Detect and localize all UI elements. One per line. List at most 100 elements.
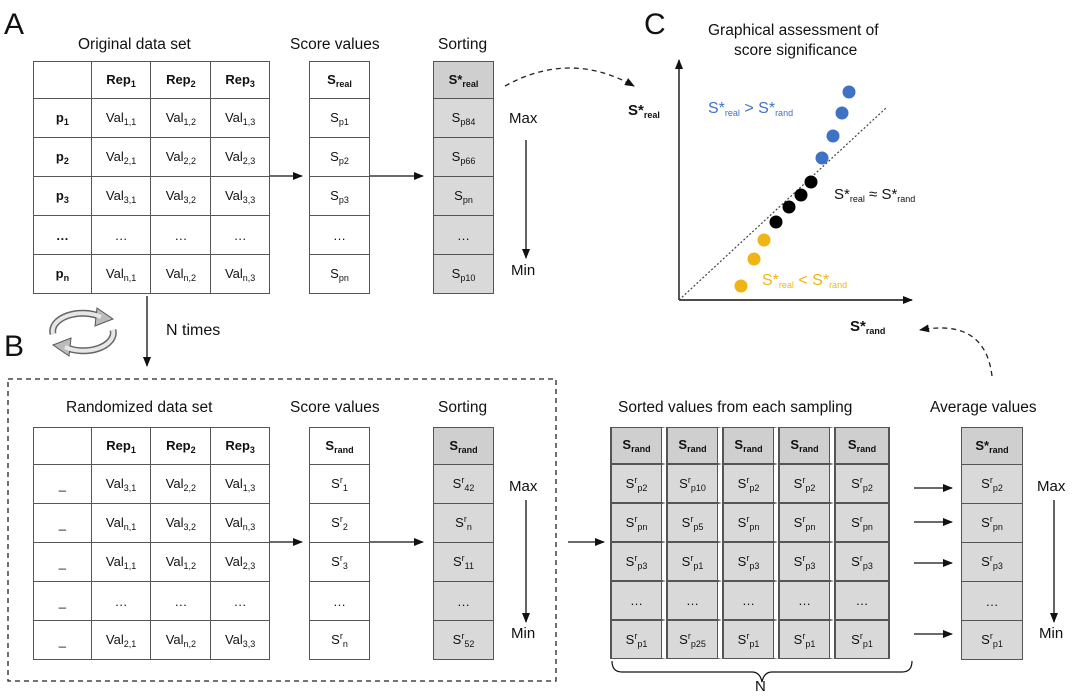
cell-sup: r — [859, 552, 863, 563]
cell-base: S — [625, 514, 635, 530]
plot-points — [734, 85, 856, 293]
cell-base: Val — [165, 187, 184, 203]
ellipsis: … — [233, 593, 247, 609]
cell-base: Val — [224, 109, 243, 125]
cell-sub: 2,3 — [242, 560, 256, 571]
cell-sup: r — [687, 474, 691, 485]
cell-base: Val — [224, 553, 243, 569]
ellipsis: … — [630, 593, 643, 608]
sampling-cell: Srp25 — [666, 620, 722, 659]
cell-base: S — [790, 437, 800, 452]
cell-sub: p1 — [805, 638, 816, 649]
cell-base: Val — [165, 514, 184, 530]
column-cell: … — [961, 581, 1023, 621]
cell-base: p — [55, 148, 64, 164]
column-cell: Srn — [433, 503, 494, 543]
cell-base: S — [981, 554, 990, 569]
cell-sub: 1,2 — [183, 116, 197, 127]
cell-base: S — [851, 553, 860, 569]
cell-base: S — [625, 553, 635, 569]
cell-base: S — [327, 71, 336, 87]
value-cell: … — [90, 215, 152, 255]
sampling-header-cell: Srand — [722, 427, 778, 464]
value-cell: Val2,1 — [90, 137, 152, 177]
sampling-header-row: Srand Srand Srand Srand Srand — [610, 427, 890, 464]
value-cell: … — [210, 215, 270, 255]
value-cell: … — [210, 581, 270, 621]
cell-base: S — [449, 437, 459, 453]
cell-sub: 3 — [63, 194, 69, 205]
sampling-header-cell: Srand — [778, 427, 834, 464]
column-header-row: Sreal — [309, 61, 370, 99]
column-row: Sp10 — [433, 254, 494, 294]
sampling-cell: … — [778, 581, 834, 620]
value-cell: Val2,2 — [150, 464, 212, 504]
ellipsis: … — [333, 593, 346, 609]
sampling-header-cell: Srand — [834, 427, 890, 464]
rep-header-cell: Rep1 — [90, 427, 152, 465]
cell-base: Val — [105, 109, 124, 125]
cell-base: S — [625, 475, 635, 491]
blue-point — [826, 129, 840, 143]
cell-base: S — [455, 515, 464, 530]
column-cell: … — [433, 581, 494, 621]
cell-base: Val — [105, 514, 124, 530]
cell-sub: real — [462, 78, 479, 89]
column-row: Srp3 — [961, 542, 1023, 582]
cell-sub: 3 — [249, 444, 255, 455]
ellipsis: … — [233, 227, 247, 243]
dashed-arrow-avg-to-c — [919, 324, 993, 377]
max-label-b: Max — [509, 478, 538, 495]
sampling-cell: Srp1 — [778, 620, 834, 659]
cell-sup: r — [461, 553, 465, 563]
cell-base: S — [452, 632, 462, 647]
value-cell: Val3,1 — [90, 464, 152, 504]
mid-b: S* — [881, 186, 898, 203]
column-header-row: S*rand — [961, 427, 1023, 465]
cell-sub: p2 — [637, 482, 648, 493]
cell-sub: pn — [637, 521, 648, 532]
blue-b-sub: rand — [775, 108, 794, 118]
column-row: Srp2 — [961, 464, 1023, 504]
value-cell: Valn,3 — [210, 254, 270, 294]
cell-sub: p1 — [749, 638, 760, 649]
cell-sub: pn — [338, 272, 349, 283]
sampling-row: Srpn Srp5 Srpn Srpn Srpn — [610, 503, 890, 542]
average-values-column: S*rand Srp2 Srpn Srp3… Srp1 — [961, 427, 1023, 660]
cell-sup: r — [746, 474, 750, 485]
blue-point — [842, 85, 856, 99]
cell-base: S — [737, 553, 747, 569]
cell-base: S — [737, 514, 747, 530]
cell-base: Val — [105, 475, 124, 491]
cell-sub: 3,1 — [123, 194, 137, 205]
cell-sub: 3,1 — [123, 482, 137, 493]
cell-sub: p1 — [637, 638, 648, 649]
cell-base: S — [981, 476, 990, 491]
cell-sub: 3,2 — [183, 194, 197, 205]
cell-sub: p2 — [862, 482, 873, 493]
sampling-cell: Srp3 — [722, 542, 778, 581]
column-cell: Sr42 — [433, 464, 494, 504]
cell-base: S — [981, 515, 990, 530]
sampling-cell: Srp1 — [610, 620, 666, 659]
yellow-a: S* — [762, 272, 779, 289]
table-row: pn Valn,1 Valn,2 Valn,3 — [33, 254, 270, 294]
cell-sub: rand — [631, 444, 651, 454]
cell-sub: p3 — [805, 560, 816, 571]
rep-header-cell: Rep2 — [150, 61, 212, 99]
column-cell: Sp84 — [433, 98, 494, 138]
sampling-cell: Srp2 — [778, 464, 834, 503]
value-cell: Val1,2 — [150, 542, 212, 582]
cell-sub: p25 — [690, 638, 706, 649]
cell-base: S — [325, 437, 335, 453]
row-label-cell: pn — [33, 254, 92, 294]
cell-base: S — [847, 437, 857, 452]
rep-header-cell: Rep3 — [210, 427, 270, 465]
value-cell: Valn,1 — [90, 254, 152, 294]
blue-op: > — [739, 100, 759, 117]
cell-sup: r — [859, 474, 863, 485]
cell-sub: 1,2 — [183, 560, 197, 571]
cell-sup: r — [989, 514, 993, 524]
cell-sub: n — [63, 272, 70, 283]
cell-sup: r — [634, 513, 638, 524]
